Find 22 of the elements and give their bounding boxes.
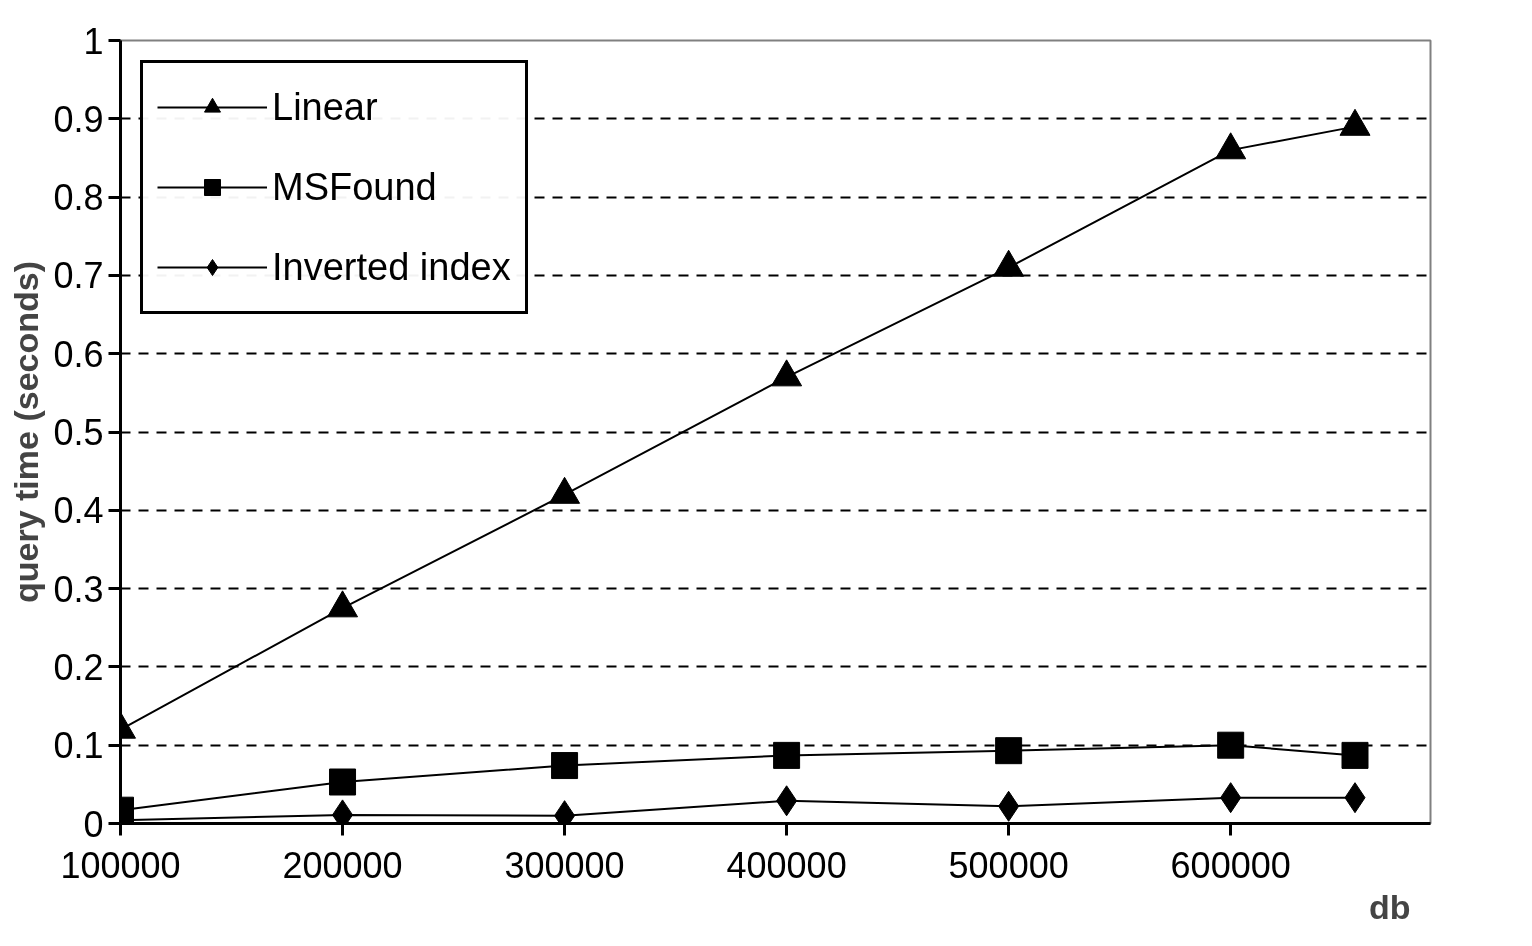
y-tick-label: 0.7 [53,255,104,297]
y-tick-label: 0.6 [53,333,104,375]
x-tick-label: 300000 [504,844,625,886]
y-tick-label: 0.1 [53,725,104,767]
legend-label: Linear [272,84,378,130]
y-tick-label: 0.5 [53,412,104,453]
y-tick-label: 0.9 [53,98,104,140]
y-tick-label: 0.8 [53,177,104,219]
legend-label: Inverted index [272,244,511,290]
x-tick-label: 600000 [1170,844,1291,886]
x-tick-label: 200000 [282,844,403,886]
y-axis-title: query time (seconds) [7,261,46,603]
y-tick-label: 0.4 [53,490,104,532]
y-tick-label: 0 [83,803,104,845]
legend-label: MSFound [272,164,437,210]
y-tick-label: 0.3 [53,568,104,610]
x-tick-label: 400000 [726,844,847,886]
x-tick-label: 500000 [948,844,1069,886]
x-tick-label: 100000 [60,844,181,886]
y-tick-label: 0.2 [53,646,104,688]
y-tick-label: 1 [83,20,104,62]
x-axis-title: db [1368,887,1411,926]
